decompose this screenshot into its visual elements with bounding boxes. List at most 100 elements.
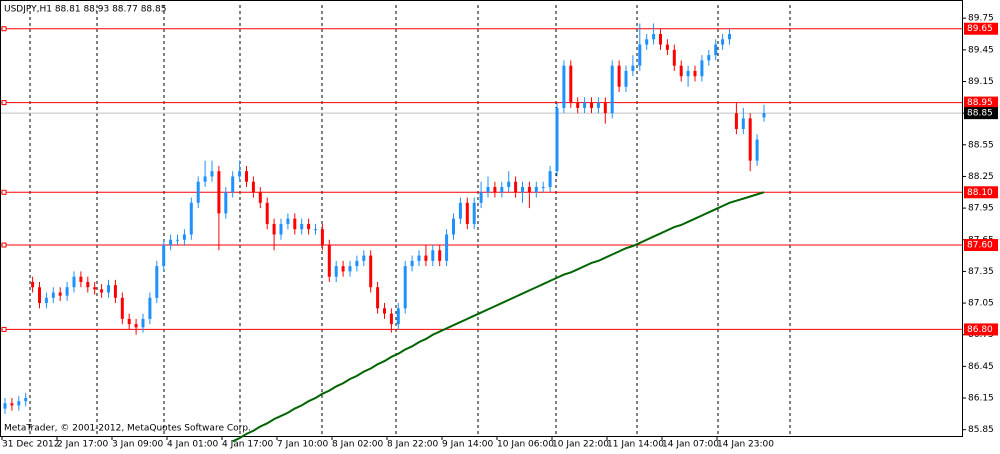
- candle-body: [396, 308, 400, 325]
- candle-body: [445, 234, 449, 261]
- y-tick-label: 89.75: [968, 14, 994, 24]
- level-label-box: [964, 22, 998, 35]
- candle-body: [645, 39, 649, 45]
- candle-body: [562, 65, 566, 108]
- candle-body: [189, 202, 193, 235]
- candle-body: [203, 176, 207, 182]
- candle-body: [134, 324, 138, 328]
- candle-body: [527, 187, 531, 193]
- candle-body: [665, 44, 669, 50]
- y-tick-label: 86.45: [968, 362, 994, 372]
- candle-body: [534, 187, 538, 193]
- candle-body: [79, 276, 83, 282]
- candle-body: [51, 292, 55, 298]
- candle-body: [3, 403, 7, 409]
- candle-body: [217, 171, 221, 214]
- candle-body: [113, 285, 117, 298]
- candle-body: [652, 34, 656, 40]
- candle-body: [279, 223, 283, 235]
- x-tick-label: 3 Jan 09:00: [112, 440, 164, 450]
- candle-body: [403, 266, 407, 309]
- y-tick-label: 87.95: [968, 204, 994, 214]
- candle-body: [734, 113, 738, 129]
- candle-body: [700, 60, 704, 77]
- candle-body: [120, 297, 124, 319]
- x-tick-label: 4 Jan 17:00: [222, 440, 274, 450]
- candle-body: [479, 192, 483, 203]
- candle-body: [721, 39, 725, 45]
- candle-body: [245, 171, 248, 182]
- candle-body: [369, 255, 373, 288]
- y-tick-label: 86.15: [968, 394, 994, 404]
- candle-body: [693, 70, 697, 77]
- chart-title: USDJPY,H1 88.81 88.93 88.77 88.85: [4, 5, 166, 15]
- candle-body: [576, 102, 580, 108]
- candle-body: [417, 255, 421, 261]
- candle-body: [293, 218, 297, 230]
- level-marker: [1, 189, 7, 195]
- x-tick-label: 2 Jan 17:00: [57, 440, 109, 450]
- candle-body: [383, 308, 386, 314]
- candle-body: [31, 281, 35, 288]
- candle-body: [376, 287, 380, 309]
- candle-body: [548, 171, 552, 188]
- candle-body: [231, 176, 235, 193]
- candle-body: [631, 65, 635, 71]
- candle-body: [65, 287, 69, 296]
- y-tick-label: 89.45: [968, 45, 994, 55]
- candle-body: [679, 65, 683, 77]
- level-label: 89.65: [967, 24, 993, 34]
- candle-body: [93, 287, 97, 290]
- candle-body: [728, 34, 731, 40]
- candle-body: [162, 245, 166, 267]
- footer: MetaTrader, © 2001-2012, MetaQuotes Soft…: [4, 424, 251, 434]
- candle-body: [265, 202, 269, 224]
- x-tick-label: 10 Jan 06:00: [497, 440, 554, 450]
- candle-body: [603, 102, 607, 114]
- level-label-box: [964, 186, 998, 199]
- candle-body: [251, 181, 255, 193]
- candle-body: [410, 260, 414, 267]
- candle-body: [465, 202, 469, 224]
- candle-body: [224, 192, 228, 214]
- moving-average: [232, 191, 765, 443]
- candle-body: [590, 102, 593, 108]
- level-marker: [1, 100, 7, 106]
- candle-body: [86, 281, 90, 288]
- candle-body: [182, 234, 186, 240]
- candle-body: [472, 202, 476, 224]
- x-tick-label: 11 Jan 14:00: [607, 440, 664, 450]
- candle-body: [107, 285, 110, 293]
- level-marker: [1, 26, 7, 32]
- candle-body: [355, 260, 359, 267]
- level-label: 86.80: [967, 325, 993, 335]
- candle-body: [210, 171, 214, 177]
- candle-body: [714, 44, 718, 56]
- level-marker: [1, 242, 7, 248]
- candle-body: [176, 239, 179, 241]
- candle-body: [672, 49, 676, 66]
- candle-body: [127, 318, 131, 325]
- candle-body: [686, 70, 690, 77]
- candle-body: [610, 65, 614, 114]
- candle-body: [320, 229, 324, 246]
- y-tick-label: 88.25: [968, 172, 994, 182]
- candle-body: [72, 276, 76, 288]
- x-tick-label: 9 Jan 14:00: [442, 440, 494, 450]
- candle-body: [272, 223, 276, 235]
- candle-body: [624, 70, 628, 87]
- x-tick-label: 8 Jan 22:00: [387, 440, 439, 450]
- candle-body: [659, 34, 662, 45]
- candle-body: [141, 318, 145, 328]
- y-tick-label: 85.85: [968, 425, 994, 435]
- x-tick-label: 10 Jan 22:00: [552, 440, 609, 450]
- candle-body: [169, 239, 173, 246]
- candle-body: [10, 403, 14, 406]
- candle-body: [500, 187, 504, 193]
- candle-body: [258, 192, 262, 203]
- candle-body: [300, 223, 304, 230]
- level-label-box: [964, 239, 998, 252]
- last-price-label: 88.85: [967, 109, 993, 119]
